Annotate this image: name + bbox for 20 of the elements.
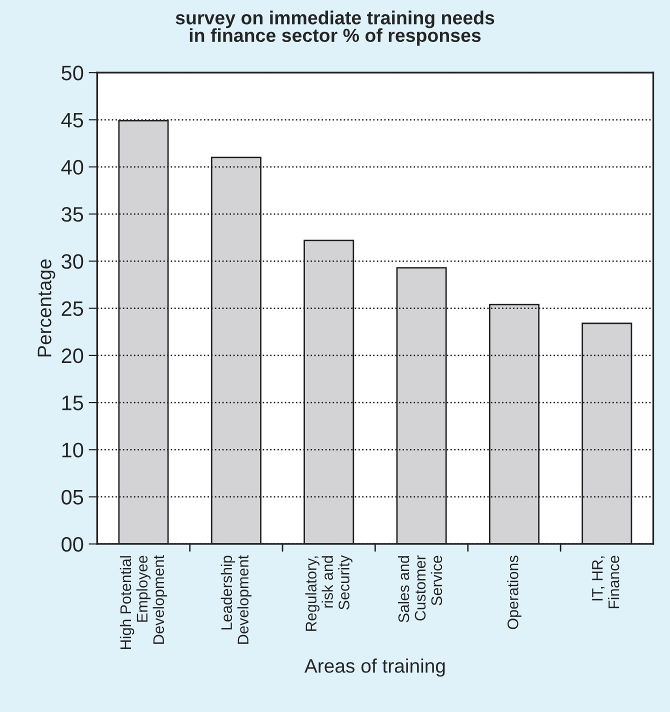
y-tick-label: 40 <box>61 160 84 175</box>
y-tick-label: 05 <box>62 490 84 505</box>
y-tick-label: 20 <box>62 348 84 364</box>
y-tick-label: 45 <box>61 112 84 128</box>
y-axis-title: Percentage <box>38 259 56 356</box>
y-tick-label: 30 <box>62 254 84 269</box>
x-tick-label: IT, HR, Finance <box>592 556 620 608</box>
x-tick-label: Operations <box>507 556 522 630</box>
y-tick-label: 25 <box>62 301 84 316</box>
x-tick-label: Leadership Development <box>220 555 252 644</box>
y-tick-label: 00 <box>62 536 84 552</box>
y-tick-label: 10 <box>62 442 84 458</box>
x-tick-label: Regulatory, risk and Security <box>305 555 352 631</box>
x-tick-label: High Potential Employee Development <box>120 555 168 649</box>
x-tick-label: Sales and Customer Service <box>398 555 442 622</box>
chart-title: survey on immediate training needs in finance sector % of responses <box>176 10 494 46</box>
y-tick-label: 35 <box>62 207 84 222</box>
x-axis-title: Areas of training <box>304 658 445 677</box>
y-tick-label: 15 <box>62 396 84 410</box>
y-tick-label: 50 <box>62 66 84 80</box>
